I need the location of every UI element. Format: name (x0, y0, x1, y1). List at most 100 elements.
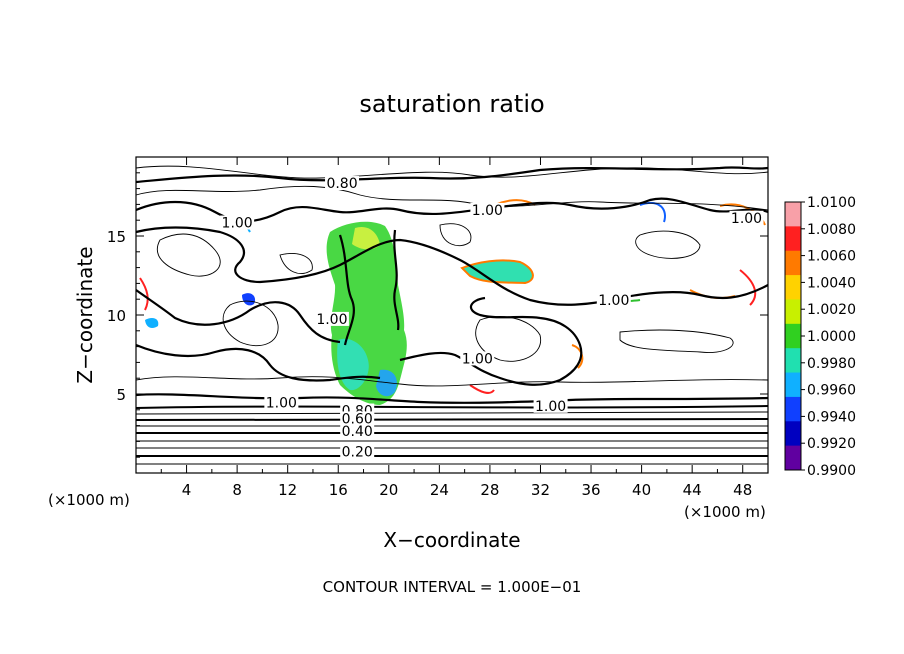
contour-label-bg (729, 210, 764, 225)
cyan-blob-right (460, 259, 534, 285)
contour-label: 1.00 (472, 203, 503, 219)
colorbar-label: 1.0100 (807, 195, 856, 211)
colorbar-segment (785, 445, 801, 471)
contour-line-0-60 (135, 418, 769, 421)
contour-label: 1.00 (266, 396, 297, 412)
colorbar-label: 0.9960 (807, 383, 856, 399)
contour-label: 1.00 (222, 216, 253, 232)
plume-blue-edge (376, 369, 397, 397)
contour-line-1-00 (399, 296, 583, 386)
colorbar-label: 1.0000 (807, 329, 856, 345)
contour-label: 0.60 (342, 411, 373, 427)
fringe-2 (639, 202, 666, 223)
contour-line (439, 223, 472, 246)
contour-line (222, 300, 279, 346)
colorbar-segment (785, 323, 801, 349)
contour-line-1-00 (135, 166, 769, 184)
colorbar-label: 1.0060 (807, 249, 856, 265)
contour-label: 0.40 (342, 424, 373, 440)
x-tick-label: 48 (733, 481, 752, 499)
colorbar-label: 0.9920 (807, 436, 856, 452)
plume-core-yellow (352, 226, 380, 250)
x-unit-left: (×1000 m) (48, 491, 130, 509)
contour-label-bg (314, 311, 349, 326)
contour-label-bg (340, 411, 375, 426)
contour-line (135, 376, 769, 387)
colorbar-segment (785, 421, 801, 447)
contour-label-bg (340, 444, 375, 459)
contour-label: 0.20 (342, 445, 373, 461)
y-tick-label: 10 (107, 307, 126, 325)
contour-label-bg (596, 292, 631, 307)
contour-line (156, 233, 221, 277)
colorbar-label: 0.9980 (807, 356, 856, 372)
colorbar-segment (785, 299, 801, 325)
x-tick-label: 40 (632, 481, 651, 499)
x-axis: 4 8 12 16 20 24 28 32 36 40 44 48 (160, 157, 752, 499)
contour-line (635, 230, 701, 259)
colorbar: 1.0100 1.0080 1.0060 1.0040 1.0020 1.0000 0.99… (784, 195, 856, 479)
contour-line (279, 253, 313, 274)
x-tick-label: 8 (232, 481, 242, 499)
contour-label-bg (470, 202, 505, 217)
x-tick-label: 4 (182, 481, 192, 499)
contour-line-1-00 (135, 393, 769, 404)
colorbar-segment (785, 348, 801, 374)
fringe-7 (469, 384, 495, 394)
colorbar-segment (785, 275, 801, 300)
y-axis: 5 10 15 (107, 172, 768, 458)
blue-blob-left-low (242, 293, 256, 306)
colorbar-segment (785, 202, 801, 227)
contour-line (135, 185, 769, 211)
colorbar-label: 1.0080 (807, 222, 856, 238)
contour-line-0-80 (135, 405, 769, 409)
y-tick-label: 5 (116, 386, 126, 404)
colorbar-segment (785, 250, 801, 276)
y-axis-label: Z−coordinate (73, 246, 97, 383)
contour-line (135, 411, 769, 415)
contour-label: 1.00 (462, 351, 493, 367)
contour-label: 1.00 (535, 399, 566, 415)
contour-labels: 0.801.001.001.001.001.001.001.001.000.80… (220, 176, 764, 461)
y-tick-label: 15 (107, 228, 126, 246)
contour-line (619, 329, 734, 353)
contour-label-bg (264, 395, 299, 410)
colorbar-segment (785, 372, 801, 398)
x-unit-right: (×1000 m) (684, 503, 766, 521)
contour-line-1-00 (338, 234, 355, 346)
contour-line-1-00 (135, 289, 341, 344)
fringe-4 (139, 277, 149, 311)
colorbar-label: 1.0040 (807, 275, 856, 291)
contour-line-1-00 (135, 343, 381, 382)
colorbar-segment (785, 226, 801, 252)
x-tick-label: 36 (581, 481, 600, 499)
contour-line-1-00 (393, 229, 400, 331)
contour-label-bg (325, 176, 360, 191)
colorbar-segment (785, 396, 801, 422)
x-tick-label: 12 (278, 481, 297, 499)
contour-label-bg (460, 351, 495, 366)
x-tick-label: 28 (480, 481, 499, 499)
x-tick-label: 24 (430, 481, 449, 499)
x-tick-label: 20 (379, 481, 398, 499)
fringe-6 (739, 269, 757, 306)
contour-label: 1.00 (598, 293, 629, 309)
contour-label: 1.00 (316, 312, 347, 328)
contour-label-bg (533, 398, 568, 413)
colorbar-label: 0.9940 (807, 409, 856, 425)
chart-title: saturation ratio (359, 90, 544, 118)
colorbar-label: 0.9900 (807, 463, 856, 479)
contour-label-bg (340, 424, 375, 439)
saturation-field (135, 156, 769, 474)
x-axis-label: X−coordinate (383, 528, 520, 552)
cyan-blob-left (145, 318, 159, 328)
x-tick-label: 44 (683, 481, 702, 499)
contour-label: 1.00 (731, 211, 762, 227)
contour-interval-note: CONTOUR INTERVAL = 1.000E−01 (323, 578, 582, 596)
x-tick-label: 32 (531, 481, 550, 499)
contour-label-bg (220, 215, 255, 230)
x-tick-label: 16 (329, 481, 348, 499)
colorbar-label: 1.0020 (807, 302, 856, 318)
contour-label: 0.80 (326, 176, 357, 192)
